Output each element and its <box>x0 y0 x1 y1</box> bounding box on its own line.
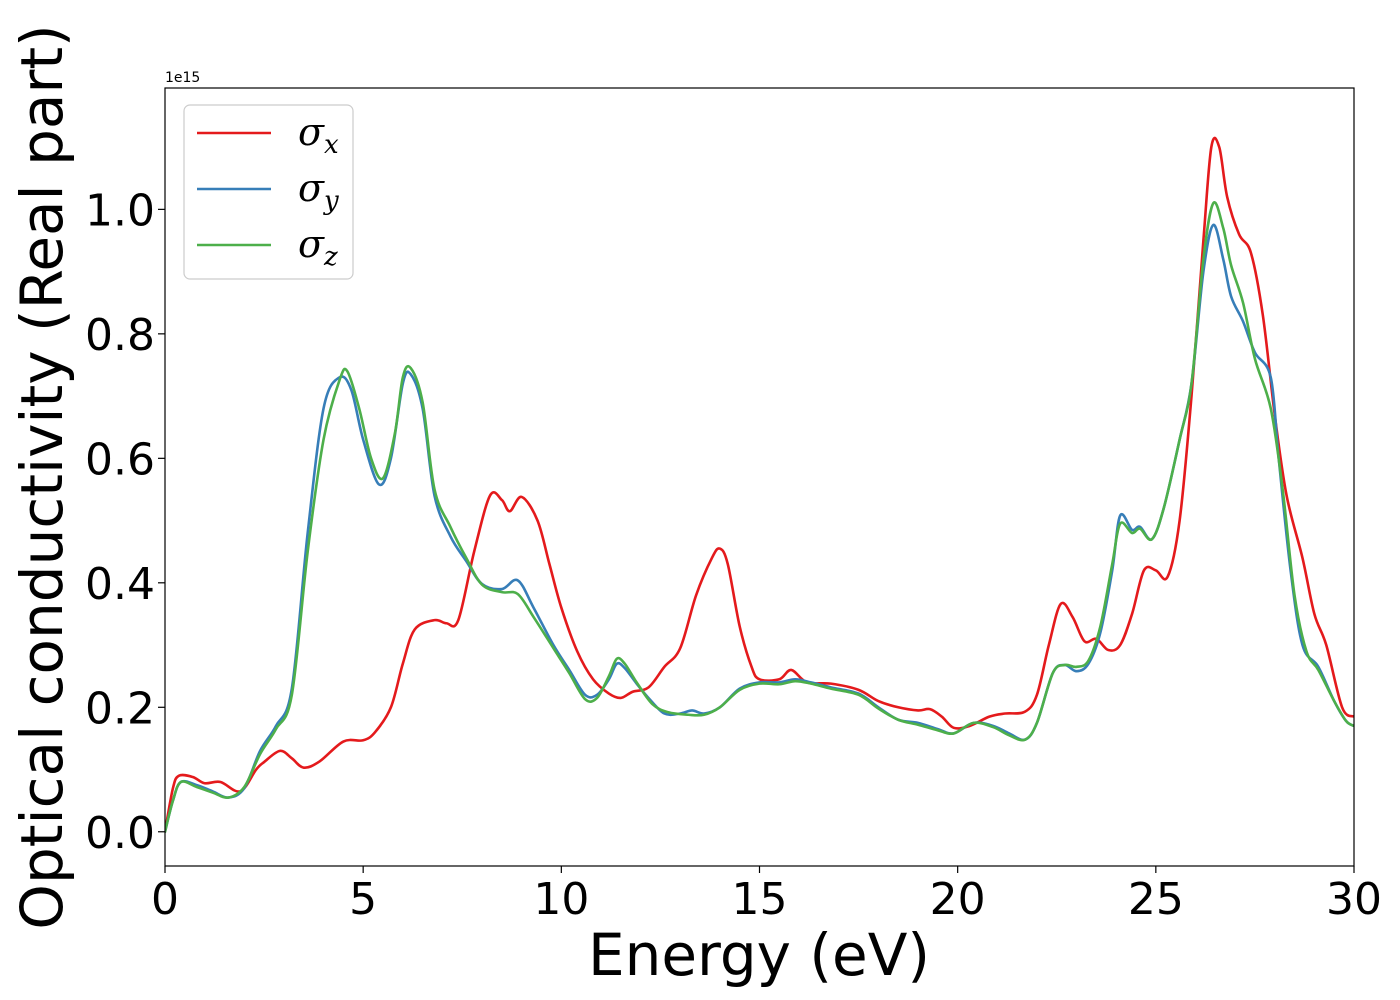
y-tick-label: 0.2 <box>85 683 155 734</box>
y-axis: 0.0 0.2 0.4 0.6 0.8 1.0 <box>85 185 165 859</box>
legend-label-sigma-x: σx <box>298 110 339 160</box>
y-tick-label: 0.0 <box>85 808 155 859</box>
legend-box <box>183 104 354 280</box>
x-tick-label: 30 <box>1326 874 1382 925</box>
x-axis: 0 5 10 15 20 25 30 <box>151 866 1382 925</box>
x-tick-label: 25 <box>1128 874 1184 925</box>
y-offset-label: 1e15 <box>165 70 200 86</box>
x-axis-title: Energy (eV) <box>588 921 930 989</box>
legend: σx σy σz <box>183 104 354 280</box>
series-layer <box>165 136 1354 834</box>
x-tick-label: 10 <box>533 874 589 925</box>
y-tick-label: 0.8 <box>85 310 155 361</box>
x-tick-label: 0 <box>151 874 179 925</box>
y-tick-label: 1.0 <box>85 185 155 236</box>
x-tick-label: 20 <box>930 874 986 925</box>
legend-label-sigma-z: σz <box>298 222 338 272</box>
y-tick-label: 0.6 <box>85 434 155 485</box>
x-tick-label: 5 <box>349 874 377 925</box>
series-line-sigma-z <box>165 200 1354 834</box>
y-axis-title: Optical conductivity (Real part) <box>8 24 76 929</box>
x-tick-label: 15 <box>732 874 788 925</box>
legend-label-sigma-y: σy <box>298 166 339 216</box>
y-tick-label: 0.4 <box>85 559 155 610</box>
